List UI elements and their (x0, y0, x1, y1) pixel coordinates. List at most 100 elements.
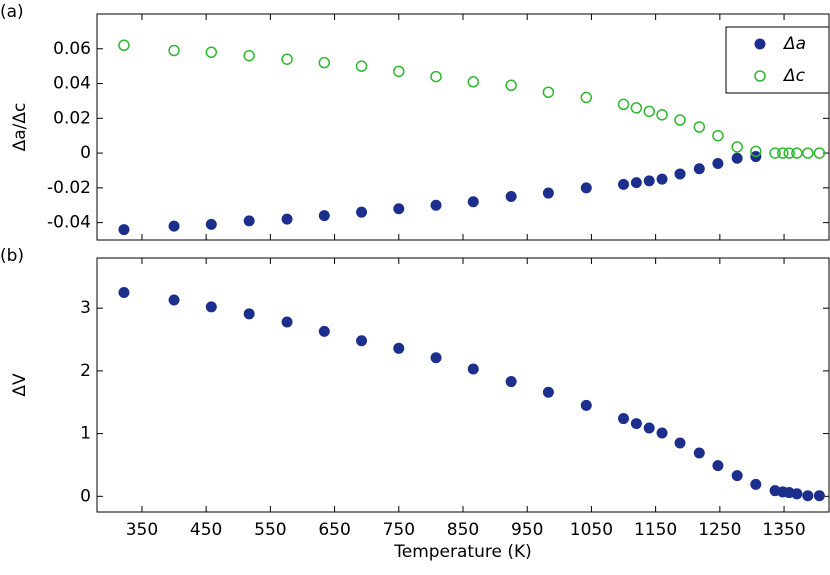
x-tick-label: 1050 (570, 520, 613, 540)
point (618, 413, 630, 425)
point (355, 60, 368, 72)
legend-marker (754, 38, 766, 50)
x-tick-label: 550 (254, 520, 286, 540)
point (777, 147, 789, 159)
point (118, 286, 130, 298)
point (693, 163, 705, 175)
point (674, 437, 686, 449)
x-tick-label: 1150 (634, 520, 677, 540)
point (542, 86, 555, 98)
point (393, 342, 405, 354)
point (656, 109, 668, 121)
y-tick-label: 0.06 (53, 39, 91, 59)
point (542, 386, 554, 398)
point (467, 76, 480, 88)
axes-box (96, 257, 830, 513)
point (580, 182, 592, 194)
point (318, 56, 331, 69)
point (712, 129, 724, 142)
point (643, 175, 655, 187)
point (542, 187, 554, 199)
point (281, 213, 293, 225)
point (118, 39, 130, 52)
point (118, 224, 130, 236)
panel-label: (b) (0, 246, 24, 266)
y-axis-label: Δa/Δc (10, 103, 30, 152)
point (674, 168, 686, 180)
legend-marker (754, 70, 766, 82)
point (802, 490, 814, 502)
point (430, 199, 442, 211)
legend-box (725, 26, 830, 94)
axes-box (96, 13, 830, 241)
x-tick-label: 350 (126, 520, 158, 540)
point (731, 152, 743, 164)
point (168, 220, 180, 232)
point (505, 376, 517, 388)
legend-label: Δc (782, 66, 806, 86)
point (656, 427, 668, 439)
point (467, 363, 479, 375)
point (505, 79, 517, 92)
point (243, 215, 255, 227)
point (674, 114, 686, 126)
point (617, 98, 630, 111)
point (750, 145, 762, 158)
point (580, 91, 593, 104)
y-axis-label: ΔV (10, 373, 30, 397)
y-tick-label: 3 (80, 298, 91, 318)
point (712, 158, 724, 170)
point (802, 147, 814, 159)
point (356, 335, 368, 347)
point (580, 399, 592, 411)
point (630, 177, 642, 189)
point (750, 478, 762, 490)
point (430, 70, 442, 83)
point (318, 325, 330, 337)
y-tick-label: -0.04 (47, 213, 91, 233)
y-tick-label: 0 (80, 143, 91, 163)
point (783, 147, 795, 159)
point (731, 470, 743, 482)
point (393, 65, 405, 78)
y-tick-label: 0 (80, 486, 91, 506)
point (731, 141, 743, 153)
point (791, 488, 803, 500)
point (243, 49, 255, 62)
x-axis-label: Temperature (K) (393, 542, 532, 562)
x-tick-label: 650 (318, 520, 350, 540)
point (813, 147, 826, 159)
point (505, 191, 517, 203)
panel-label: (a) (0, 2, 24, 22)
point (318, 210, 330, 222)
x-tick-label: 1350 (762, 520, 805, 540)
y-tick-label: 2 (80, 361, 91, 381)
point (168, 294, 180, 306)
point (205, 46, 218, 58)
x-tick-label: 950 (511, 520, 543, 540)
point (467, 196, 479, 208)
point (430, 352, 442, 364)
x-tick-label: 850 (447, 520, 479, 540)
point (630, 102, 643, 114)
point (693, 121, 706, 133)
point (693, 447, 705, 459)
point (281, 53, 293, 65)
point (205, 301, 217, 313)
point (243, 308, 255, 320)
x-tick-label: 450 (190, 520, 222, 540)
point (168, 44, 180, 57)
point (281, 316, 293, 328)
y-tick-label: 1 (80, 424, 91, 444)
y-tick-label: 0.04 (53, 74, 91, 94)
point (712, 460, 724, 472)
point (769, 147, 781, 159)
point (643, 422, 655, 434)
point (356, 206, 368, 218)
point (791, 147, 803, 159)
x-tick-label: 750 (383, 520, 415, 540)
legend-label: Δa (782, 34, 806, 54)
point (205, 218, 217, 230)
point (630, 418, 642, 430)
